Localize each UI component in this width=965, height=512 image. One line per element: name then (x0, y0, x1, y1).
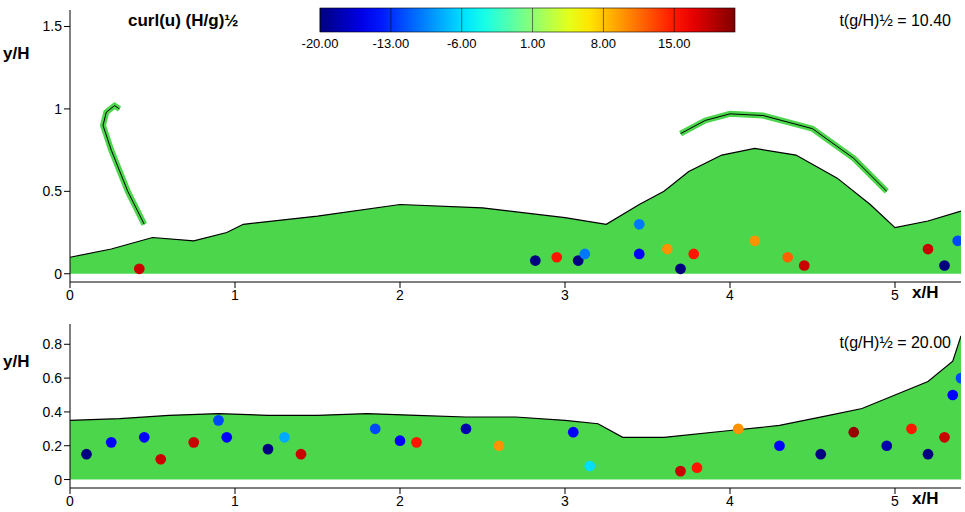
html-text:t(g/H)½ = 20.00: t(g/H)½ = 20.00 (839, 334, 951, 351)
svg-text:1: 1 (231, 493, 239, 508)
svg-text:0.5: 0.5 (43, 183, 63, 199)
svg-text:2: 2 (396, 493, 404, 508)
html-text:y/H: y/H (3, 352, 30, 371)
svg-text:3: 3 (561, 493, 569, 508)
svg-text:0.8: 0.8 (43, 336, 63, 352)
html-text:x/H: x/H (912, 283, 939, 302)
svg-text:4: 4 (726, 493, 734, 508)
svg-text:0: 0 (66, 287, 74, 302)
svg-text:1.00: 1.00 (520, 36, 545, 51)
svg-text:2: 2 (396, 287, 404, 302)
svg-text:0.6: 0.6 (43, 370, 63, 386)
svg-text:0: 0 (54, 266, 62, 282)
svg-text:8.00: 8.00 (591, 36, 616, 51)
svg-text:3: 3 (561, 287, 569, 302)
svg-text:1: 1 (54, 101, 62, 117)
svg-text:-13.00: -13.00 (372, 36, 409, 51)
html-text:t(g/H)½ = 10.40: t(g/H)½ = 10.40 (839, 12, 951, 29)
html-text:y/H: y/H (3, 44, 30, 63)
svg-text:15.00: 15.00 (658, 36, 691, 51)
svg-text:0: 0 (66, 493, 74, 508)
svg-text:1.5: 1.5 (43, 18, 63, 34)
svg-text:-20.00: -20.00 (302, 36, 339, 51)
svg-text:curl(u) (H/g)½: curl(u) (H/g)½ (128, 11, 239, 30)
svg-text:-6.00: -6.00 (447, 36, 477, 51)
svg-text:5: 5 (891, 287, 899, 302)
svg-text:4: 4 (726, 287, 734, 302)
svg-text:0.2: 0.2 (43, 438, 63, 454)
svg-text:0.4: 0.4 (43, 404, 63, 420)
svg-text:1: 1 (231, 287, 239, 302)
svg-text:0: 0 (54, 472, 62, 488)
svg-text:5: 5 (891, 493, 899, 508)
html-text:x/H: x/H (912, 489, 939, 508)
